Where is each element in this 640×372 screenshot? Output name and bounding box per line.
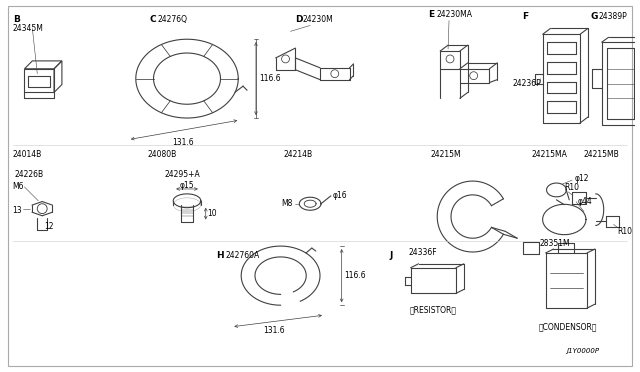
Text: 24226B: 24226B (15, 170, 44, 179)
Text: 24230M: 24230M (302, 15, 333, 24)
Text: 24014B: 24014B (13, 150, 42, 159)
Text: 28351M: 28351M (540, 238, 570, 248)
Text: M8: M8 (282, 199, 293, 208)
Text: 12: 12 (44, 222, 54, 231)
Text: H: H (216, 251, 224, 260)
Text: J: J (389, 251, 392, 260)
Text: B: B (13, 15, 20, 24)
Text: 10: 10 (208, 209, 218, 218)
Text: 24215MB: 24215MB (584, 150, 620, 159)
Text: （CONDENSOR）: （CONDENSOR） (539, 323, 598, 331)
Text: M6: M6 (13, 183, 24, 192)
Text: D: D (296, 15, 303, 24)
Text: φ44: φ44 (578, 197, 593, 206)
Text: 24215MA: 24215MA (532, 150, 568, 159)
Text: 24080B: 24080B (148, 150, 177, 159)
Text: J1Y0000P: J1Y0000P (566, 349, 600, 355)
Text: 131.6: 131.6 (263, 326, 285, 335)
Text: φ15: φ15 (179, 180, 194, 189)
Text: 24336F: 24336F (409, 248, 437, 257)
Text: 24389P: 24389P (599, 12, 628, 21)
Text: 131.6: 131.6 (172, 138, 194, 147)
Text: G: G (591, 12, 598, 21)
Text: 13: 13 (13, 206, 22, 215)
Text: 242760A: 242760A (225, 251, 260, 260)
Text: φ16: φ16 (333, 191, 348, 201)
Text: R10: R10 (564, 183, 579, 192)
Text: 24230MA: 24230MA (436, 10, 472, 19)
Text: 24215M: 24215M (430, 150, 461, 159)
Text: 116.6: 116.6 (259, 74, 280, 83)
Text: 116.6: 116.6 (344, 271, 366, 280)
Text: 24295+A: 24295+A (164, 170, 200, 179)
Text: 24345M: 24345M (13, 24, 44, 33)
Text: 24214B: 24214B (284, 150, 313, 159)
Text: C: C (150, 15, 156, 24)
Text: φ12: φ12 (574, 174, 589, 183)
Text: E: E (428, 10, 435, 19)
Text: R10: R10 (618, 227, 632, 236)
Text: 24276Q: 24276Q (157, 15, 188, 24)
Text: （RESISTOR）: （RESISTOR） (410, 306, 457, 315)
Text: F: F (522, 12, 528, 21)
Text: 24236P: 24236P (512, 79, 541, 88)
